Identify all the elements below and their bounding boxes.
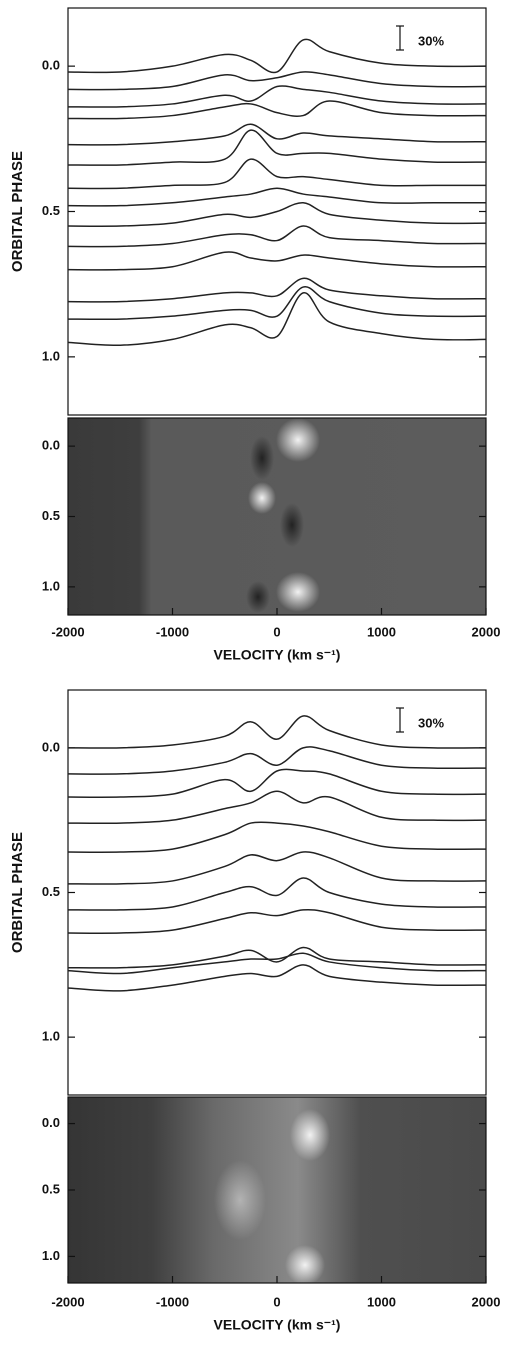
- x-tick-label: 1000: [367, 1294, 396, 1309]
- y-tick-label: 0.5: [42, 1181, 60, 1196]
- y-tick-label: 0.5: [42, 508, 60, 523]
- y-tick-label: 1.0: [42, 1248, 60, 1263]
- x-tick-label: 0: [273, 1294, 280, 1309]
- spectrum-line: [67, 286, 487, 321]
- spectrum-line: [67, 908, 487, 934]
- spectrum-line: [67, 821, 487, 853]
- y-axis-label: ORBITAL PHASE: [9, 832, 26, 953]
- y-tick-label: 0.5: [42, 884, 60, 899]
- x-tick-label: -2000: [51, 1294, 84, 1309]
- y-tick-label: 0.0: [42, 438, 60, 453]
- spectrum-line: [67, 38, 487, 74]
- spectrum-line: [67, 768, 487, 798]
- y-tick-label: 0.0: [42, 1115, 60, 1130]
- scale-label: 30%: [418, 715, 444, 730]
- y-tick-label: 1.0: [42, 578, 60, 593]
- spectrum-line: [67, 85, 487, 108]
- x-tick-label: 2000: [472, 1294, 501, 1309]
- x-axis-label: VELOCITY (km s⁻¹): [214, 647, 341, 663]
- spectrogram-image: [68, 1097, 486, 1285]
- x-tick-label: 2000: [472, 624, 501, 639]
- spectrum-line: [67, 225, 487, 248]
- spectrum-line: [67, 964, 487, 992]
- spectrum-line: [67, 292, 487, 347]
- spectrogram-image: [68, 418, 486, 615]
- spectrum-line: [67, 952, 487, 975]
- y-tick-label: 0.0: [42, 739, 60, 754]
- spectrum-line: [67, 715, 487, 749]
- spectrum-line: [67, 877, 487, 911]
- spectrum-line: [67, 123, 487, 146]
- y-tick-label: 1.0: [42, 1029, 60, 1044]
- spectrum-line: [67, 790, 487, 825]
- plot-frame: [67, 689, 487, 1096]
- spectrum-line: [67, 129, 487, 166]
- spectrum-line: [67, 746, 487, 775]
- spectrum-line: [67, 202, 487, 227]
- y-axis-label: ORBITAL PHASE: [9, 151, 26, 272]
- spectrum-line: [67, 100, 487, 120]
- x-tick-label: -1000: [156, 624, 189, 639]
- spectrum-line: [67, 851, 487, 885]
- y-tick-label: 0.0: [42, 58, 60, 73]
- x-axis-label: VELOCITY (km s⁻¹): [214, 1317, 341, 1333]
- y-tick-label: 0.5: [42, 203, 60, 218]
- x-tick-label: 1000: [367, 624, 396, 639]
- scale-label: 30%: [418, 33, 444, 48]
- x-tick-label: -1000: [156, 1294, 189, 1309]
- spectrum-line: [67, 158, 486, 190]
- x-tick-label: -2000: [51, 624, 84, 639]
- spectrum-line: [67, 187, 486, 207]
- y-tick-label: 1.0: [42, 348, 60, 363]
- spectrum-line: [67, 277, 487, 303]
- spectrum-line: [67, 71, 487, 91]
- x-tick-label: 0: [273, 624, 280, 639]
- spectrum-line: [67, 251, 487, 271]
- spectrum-line: [67, 946, 487, 969]
